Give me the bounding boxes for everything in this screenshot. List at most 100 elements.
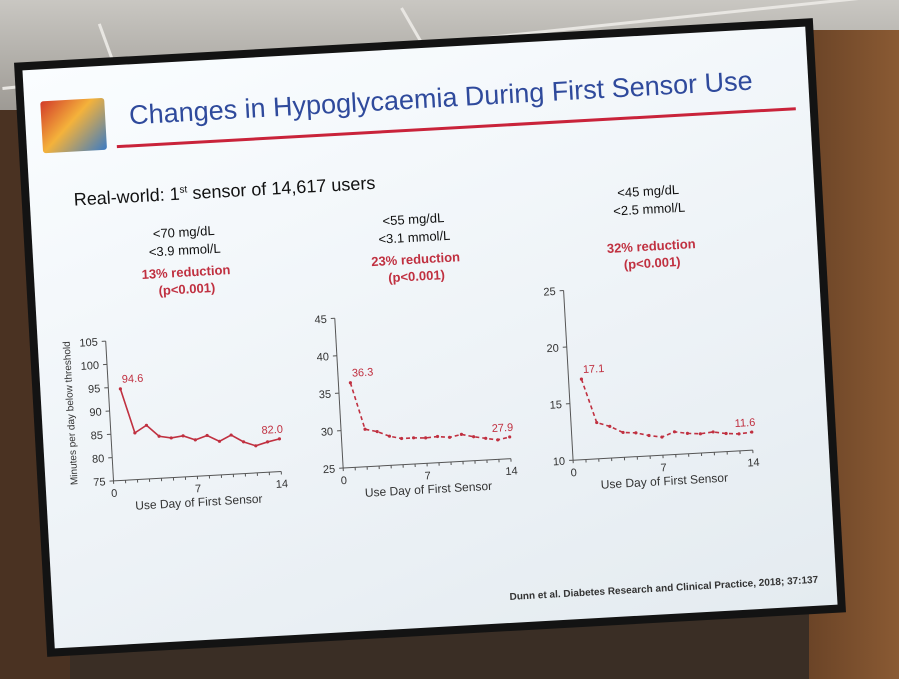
data-point	[133, 431, 137, 435]
y-tick-label: 20	[546, 343, 559, 356]
x-tick-label: 0	[111, 488, 118, 500]
x-tick-label: 14	[747, 457, 760, 470]
data-point	[181, 434, 185, 438]
data-point	[579, 377, 584, 381]
y-axis	[563, 290, 574, 461]
chart-1: <70 mg/dL<3.9 mmol/L 13% reduction(p<0.00…	[62, 223, 289, 513]
y-tick-label: 100	[80, 360, 99, 373]
data-point	[387, 434, 392, 438]
y-axis-label: Minutes per day below threshold	[62, 341, 81, 485]
x-axis-label: Use Day of First Sensor	[135, 492, 263, 513]
series-line	[580, 378, 752, 438]
data-point	[435, 434, 440, 439]
data-point	[484, 436, 488, 440]
y-tick-label: 10	[553, 456, 566, 469]
data-point	[621, 430, 625, 435]
slide: Changes in Hypoglycaemia During First Se…	[22, 26, 838, 649]
y-tick-label: 45	[314, 314, 327, 327]
data-point	[144, 423, 149, 427]
y-tick-label: 80	[92, 453, 105, 466]
y-tick-label: 105	[79, 337, 98, 350]
data-point	[423, 436, 428, 440]
data-label: 94.6	[122, 373, 144, 386]
slide-subtitle: Real-world: 1st sensor of 14,617 users	[73, 173, 376, 211]
y-tick-label: 85	[90, 430, 103, 443]
data-point	[348, 381, 353, 385]
chart-3: <45 mg/dL<2.5 mmol/L 32% reduction(p<0.00…	[543, 182, 760, 492]
data-point	[169, 436, 173, 440]
y-tick-label: 95	[88, 383, 101, 396]
data-point	[750, 430, 754, 434]
data-point	[363, 427, 367, 431]
x-tick-label: 7	[660, 462, 667, 474]
data-point	[737, 432, 741, 436]
y-tick-label: 15	[549, 399, 562, 412]
data-point	[685, 431, 690, 435]
data-point	[448, 435, 452, 439]
y-tick-label: 25	[323, 464, 336, 477]
x-axis-label: Use Day of First Sensor	[600, 471, 728, 492]
data-point	[459, 432, 464, 436]
y-tick-label: 25	[543, 286, 556, 299]
data-point	[660, 435, 664, 439]
data-point	[157, 434, 161, 438]
projection-screen: Changes in Hypoglycaemia During First Se…	[14, 18, 846, 657]
x-axis-label: Use Day of First Sensor	[364, 479, 492, 500]
series-line	[119, 388, 280, 447]
data-point	[229, 433, 233, 437]
x-tick-label: 14	[505, 465, 518, 478]
logo-image	[40, 97, 108, 154]
subtitle-pre: Real-world: 1	[73, 183, 181, 210]
data-point	[277, 437, 282, 441]
data-point	[711, 430, 715, 434]
chart-2: <55 mg/dL<3.1 mmol/L 23% reduction(p<0.00…	[314, 210, 518, 500]
data-label: 11.6	[734, 417, 755, 430]
data-point	[496, 438, 500, 442]
data-point	[205, 433, 209, 438]
p-value-label: (p<0.001)	[623, 254, 680, 272]
data-point	[724, 431, 728, 436]
series-line	[349, 382, 510, 441]
y-tick-label: 35	[318, 389, 331, 402]
data-point	[698, 432, 702, 436]
y-tick-label: 90	[89, 406, 102, 419]
subtitle-post: sensor of 14,617 users	[186, 172, 376, 204]
data-label: 17.1	[583, 363, 605, 376]
x-tick-label: 14	[276, 478, 289, 491]
y-tick-label: 75	[93, 476, 106, 489]
reduction-label: 32% reduction	[606, 236, 696, 256]
slide-title: Changes in Hypoglycaemia During First Se…	[128, 65, 754, 131]
data-point	[193, 438, 197, 442]
data-point	[375, 429, 379, 434]
threshold-mg: <45 mg/dL	[617, 182, 680, 200]
data-point	[672, 430, 677, 434]
y-tick-label: 40	[316, 351, 329, 364]
reduction-label: 23% reduction	[371, 249, 461, 269]
data-label: 82.0	[261, 424, 283, 437]
data-point	[472, 435, 476, 439]
data-point	[508, 435, 512, 439]
x-tick-label: 0	[570, 467, 577, 479]
y-tick-label: 30	[321, 426, 334, 439]
citation: Dunn et al. Diabetes Research and Clinic…	[509, 574, 819, 603]
p-value-label: (p<0.001)	[388, 267, 445, 285]
data-point	[118, 387, 122, 391]
threshold-mg: <55 mg/dL	[382, 210, 445, 228]
data-point	[399, 436, 404, 441]
data-point	[241, 440, 246, 444]
x-tick-label: 0	[340, 475, 347, 487]
data-point	[608, 424, 612, 428]
data-point	[254, 444, 258, 448]
data-label: 36.3	[352, 366, 374, 379]
data-point	[634, 431, 638, 435]
data-point	[411, 436, 416, 440]
p-value-label: (p<0.001)	[158, 280, 215, 298]
x-tick-label: 7	[195, 483, 202, 495]
data-point	[265, 440, 270, 444]
reduction-label: 13% reduction	[141, 262, 231, 282]
threshold-mmol: <3.9 mmol/L	[148, 241, 221, 260]
threshold-mmol: <2.5 mmol/L	[613, 200, 686, 219]
data-point	[647, 433, 651, 438]
threshold-mg: <70 mg/dL	[152, 223, 215, 241]
threshold-mmol: <3.1 mmol/L	[378, 228, 451, 247]
